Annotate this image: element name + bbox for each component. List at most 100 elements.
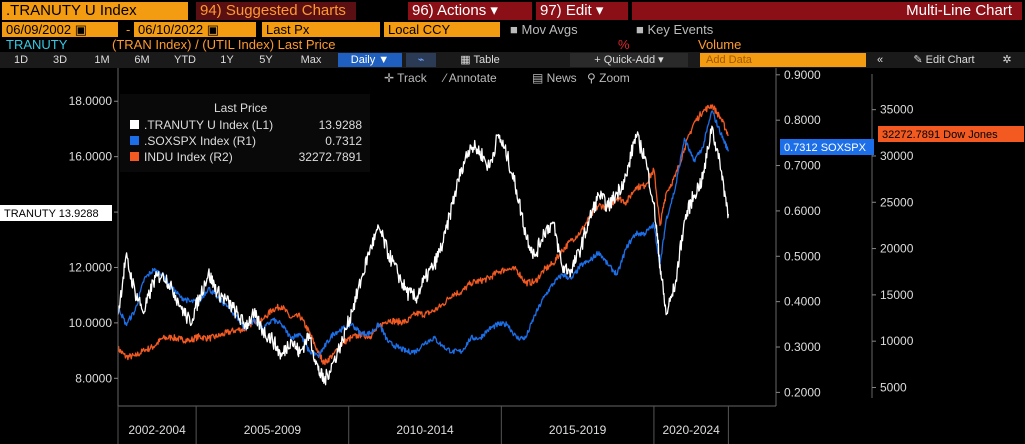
right2-last-value-tag	[878, 126, 1024, 142]
table-icon: ▦	[460, 54, 471, 66]
track-tool[interactable]: ✛ Track	[384, 71, 428, 85]
legend-value-soxspx: 0.7312	[325, 134, 362, 148]
volume-label: Volume	[698, 37, 742, 52]
mov-avgs-toggle[interactable]: ■ Mov Avgs	[506, 22, 582, 37]
period-ytd[interactable]: YTD	[174, 54, 196, 66]
top-toolbar: .TRANUTY U Index 94) Suggested Charts 96…	[0, 0, 1025, 22]
period-6m[interactable]: 6M	[134, 54, 150, 66]
add-data-input[interactable]: Add Data	[700, 53, 866, 67]
x-tick-label: 2010-2014	[396, 423, 454, 437]
left-last-value-label: TRANUTY 13.9288	[4, 208, 99, 220]
right2-tick-label: 15000	[880, 288, 914, 302]
last-value-tags: TRANUTY 13.9288 0.7312 SOXSPX 32272.7891…	[0, 126, 1024, 221]
x-tick-label: 2015-2019	[549, 423, 607, 437]
right2-tick-label: 30000	[880, 149, 914, 163]
calendar-icon[interactable]: ▣	[206, 22, 219, 37]
right1-tick-label: 0.9000	[784, 68, 821, 82]
edit-menu[interactable]: 97) Edit ▾	[536, 2, 628, 20]
axes: 18.000016.000014.000012.000010.00008.000…	[69, 68, 914, 444]
percent-toggle[interactable]: %	[618, 37, 630, 52]
left-tick-label: 12.0000	[69, 260, 113, 274]
frequency-select[interactable]: Daily ▼	[338, 53, 402, 67]
chart-tools: ✛ Track ⁄ Annotate ▤ News ⚲ Zoom	[384, 71, 630, 85]
right1-last-value-label: 0.7312 SOXSPX	[784, 142, 867, 154]
right1-tick-label: 0.7000	[784, 159, 821, 173]
right2-tick-label: 5000	[880, 380, 907, 394]
period-1y[interactable]: 1Y	[220, 54, 234, 66]
table-button[interactable]: ▦ Table	[440, 53, 520, 67]
date-to-value: 06/10/2022	[138, 22, 204, 37]
edit-chart-label: Edit Chart	[925, 54, 975, 66]
right1-tick-label: 0.5000	[784, 249, 821, 263]
frequency-label: Daily	[350, 54, 376, 66]
legend-swatch-soxspx	[130, 136, 139, 145]
legend-value-indu: 32272.7891	[299, 150, 363, 164]
right1-tick-label: 0.6000	[784, 204, 821, 218]
mov-avgs-label: Mov Avgs	[521, 22, 578, 37]
actions-label: 96) Actions	[412, 2, 487, 19]
right1-tick-label: 0.3000	[784, 340, 821, 354]
legend: Last Price .TRANUTY U Index (L1) 13.9288…	[120, 94, 370, 172]
right2-tick-label: 35000	[880, 103, 914, 117]
page-title: Multi-Line Chart	[632, 2, 1022, 20]
period-5y[interactable]: 5Y	[259, 54, 273, 66]
left-last-value-tag	[0, 205, 112, 221]
actions-menu[interactable]: 96) Actions ▾	[408, 2, 532, 20]
date-from-field[interactable]: 06/09/2002 ▣	[2, 22, 118, 37]
currency-select[interactable]: Local CCY	[384, 22, 500, 37]
legend-box	[120, 94, 370, 172]
left-tick-label: 10.0000	[69, 316, 113, 330]
right2-last-value-label: 32272.7891 Dow Jones	[882, 129, 998, 141]
x-tick-label: 2005-2009	[244, 423, 302, 437]
key-events-label: Key Events	[647, 22, 714, 37]
series-line-tranuty	[117, 125, 730, 386]
left-tick-label: 8.0000	[75, 371, 112, 385]
chevron-down-icon: ▾	[595, 2, 604, 19]
date-separator: -	[126, 22, 131, 37]
right2-tick-label: 10000	[880, 334, 914, 348]
pencil-icon: ✎	[913, 54, 923, 66]
calendar-icon[interactable]: ▣	[74, 22, 87, 37]
collapse-icon[interactable]: «	[876, 54, 884, 66]
quick-add-button[interactable]: + Quick-Add ▾	[570, 53, 688, 67]
legend-swatch-tranuty	[130, 120, 139, 129]
table-label: Table	[473, 54, 500, 66]
x-tick-label: 2020-2024	[662, 423, 720, 437]
edit-label: 97) Edit	[540, 2, 592, 19]
right2-tick-label: 25000	[880, 195, 914, 209]
x-tick-label: 2002-2004	[128, 423, 186, 437]
legend-entry-indu: INDU Index (R2)	[144, 150, 233, 164]
date-row: 06/09/2002 ▣ - 06/10/2022 ▣ Last Px Loca…	[0, 22, 1025, 37]
news-tool[interactable]: ▤ News	[532, 71, 577, 85]
period-3d[interactable]: 3D	[52, 54, 68, 66]
right1-tick-label: 0.4000	[784, 295, 821, 309]
period-1d[interactable]: 1D	[13, 54, 29, 66]
checkbox-icon[interactable]: ■	[510, 22, 518, 37]
edit-chart-button[interactable]: ✎ Edit Chart	[896, 53, 992, 67]
legend-swatch-indu	[130, 152, 139, 161]
right1-tick-label: 0.8000	[784, 113, 821, 127]
gear-icon[interactable]: ✲	[1002, 54, 1012, 66]
checkbox-icon[interactable]: ■	[636, 22, 644, 37]
series-formula: (TRAN Index) / (UTIL Index) Last Price	[112, 37, 336, 52]
series-name: TRANUTY	[6, 37, 68, 52]
quick-add-label: + Quick-Add	[594, 54, 656, 66]
key-events-toggle[interactable]: ■ Key Events	[632, 22, 717, 37]
series-line-indu	[117, 104, 729, 366]
zoom-tool[interactable]: ⚲ Zoom	[587, 71, 630, 85]
suggested-charts-button[interactable]: 94) Suggested Charts	[196, 2, 356, 20]
chevron-down-icon: ▾	[490, 2, 498, 19]
security-field[interactable]: .TRANUTY U Index	[2, 2, 188, 20]
line-chart-icon[interactable]: ⌁	[406, 53, 436, 67]
period-1m[interactable]: 1M	[94, 54, 110, 66]
date-to-field[interactable]: 06/10/2022 ▣	[134, 22, 256, 37]
left-tick-label: 18.0000	[69, 94, 113, 108]
right1-tick-label: 0.2000	[784, 385, 821, 399]
period-max[interactable]: Max	[300, 54, 322, 66]
multi-line-chart[interactable]: 18.000016.000014.000012.000010.00008.000…	[0, 68, 1025, 444]
date-from-value: 06/09/2002	[6, 22, 72, 37]
right2-tick-label: 20000	[880, 242, 914, 256]
field-select[interactable]: Last Px	[262, 22, 380, 37]
annotate-tool[interactable]: ⁄ Annotate	[441, 71, 497, 85]
series-layer	[117, 104, 730, 386]
